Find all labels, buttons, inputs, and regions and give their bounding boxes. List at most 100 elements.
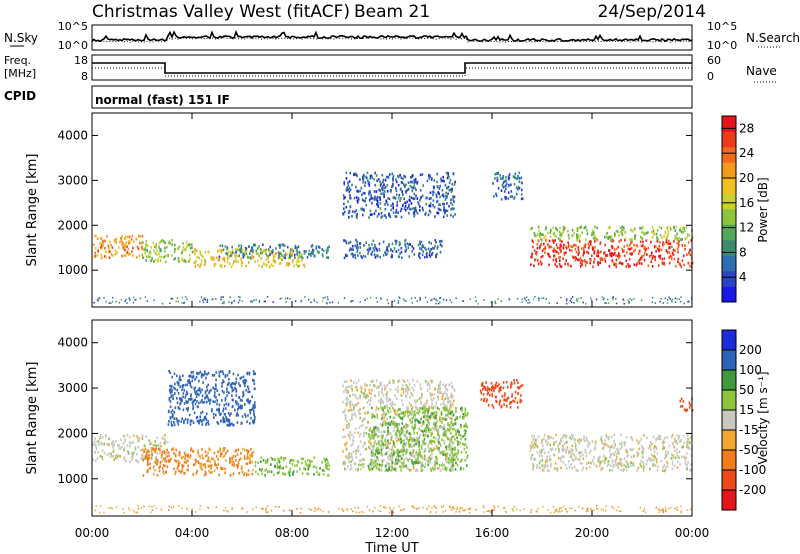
echo-cell <box>251 460 254 464</box>
echo-cell <box>105 434 107 438</box>
echo-cell <box>114 249 117 252</box>
echo-cell <box>170 297 172 300</box>
echo-cell <box>376 179 378 182</box>
echo-cell <box>241 300 244 303</box>
echo-cell <box>224 398 227 402</box>
echo-cell <box>426 389 429 392</box>
echo-cell <box>219 244 221 247</box>
echo-cell <box>375 190 378 193</box>
echo-cell <box>383 190 386 193</box>
echo-cell <box>377 385 379 389</box>
echo-cell <box>173 423 176 427</box>
echo-cell <box>382 407 385 410</box>
echo-cell <box>199 415 201 419</box>
echo-cell <box>501 394 504 398</box>
echo-cell <box>570 452 573 455</box>
echo-cell <box>209 390 211 393</box>
echo-cell <box>204 454 207 458</box>
echo-cell <box>387 439 389 442</box>
echo-cell <box>359 396 361 400</box>
echo-cell <box>235 260 237 263</box>
echo-cell <box>401 428 404 431</box>
echo-cell <box>224 467 226 471</box>
echo-cell <box>351 183 353 187</box>
echo-cell <box>191 379 194 383</box>
echo-cell <box>680 439 682 442</box>
echo-cell <box>536 445 539 449</box>
echo-cell <box>483 397 486 400</box>
echo-cell <box>454 438 456 441</box>
echo-cell <box>582 254 584 257</box>
echo-cell <box>438 386 440 389</box>
echo-cell <box>674 229 676 232</box>
echo-cell <box>442 434 444 437</box>
echo-cell <box>402 466 404 470</box>
echo-cell <box>461 458 463 461</box>
echo-cell <box>299 467 301 471</box>
echo-cell <box>124 237 126 240</box>
echo-cell <box>357 379 360 382</box>
echo-cell <box>654 302 657 304</box>
echo-cell <box>356 388 358 392</box>
echo-cell <box>346 401 348 405</box>
echo-cell <box>146 450 149 453</box>
echo-cell <box>386 450 389 454</box>
echo-cell <box>359 453 362 456</box>
echo-cell <box>635 244 638 247</box>
echo-cell <box>371 449 373 452</box>
echo-cell <box>446 396 449 399</box>
echo-cell <box>369 441 372 445</box>
echo-cell <box>394 412 397 415</box>
echo-cell <box>409 180 412 184</box>
echo-cell <box>349 385 351 388</box>
echo-cell <box>403 442 406 446</box>
echo-cell <box>412 428 415 432</box>
echo-cell <box>189 419 192 423</box>
echo-cell <box>397 211 399 214</box>
echo-cell <box>386 405 388 409</box>
echo-cell <box>242 255 245 259</box>
echo-cell <box>382 421 384 425</box>
echo-cell <box>180 399 183 402</box>
echo-cell <box>457 458 459 461</box>
echo-cell <box>510 384 512 387</box>
echo-cell <box>146 244 149 248</box>
echo-cell <box>495 381 498 385</box>
echo-cell <box>527 302 529 304</box>
echo-cell <box>560 437 562 441</box>
echo-cell <box>374 426 376 429</box>
echo-cell <box>615 453 618 456</box>
echo-cell <box>654 255 656 259</box>
echo-cell <box>416 440 419 443</box>
echo-cell <box>183 460 186 464</box>
echo-cell <box>215 464 217 467</box>
echo-cell <box>611 238 614 241</box>
echo-cell <box>370 432 373 436</box>
echo-cell <box>200 375 203 379</box>
echo-cell <box>386 417 388 421</box>
echo-cell <box>513 379 515 382</box>
echo-cell <box>282 458 285 462</box>
echo-cell <box>94 437 97 441</box>
echo-cell <box>456 463 459 467</box>
echo-cell <box>277 256 280 260</box>
echo-cell <box>195 460 197 464</box>
echo-cell <box>204 297 206 299</box>
echo-cell <box>204 470 207 474</box>
echo-cell <box>289 467 292 471</box>
echo-cell <box>605 254 607 257</box>
echo-cell <box>346 188 349 192</box>
echo-cell <box>500 385 502 389</box>
echo-cell <box>379 196 381 199</box>
echo-cell <box>659 234 662 237</box>
echo-cell <box>437 437 439 441</box>
echo-cell <box>395 458 397 462</box>
echo-cell <box>403 197 405 201</box>
echo-cell <box>349 455 351 459</box>
echo-cell <box>607 235 610 239</box>
echo-cell <box>254 404 256 407</box>
echo-cell <box>520 181 523 184</box>
echo-cell <box>437 439 440 442</box>
